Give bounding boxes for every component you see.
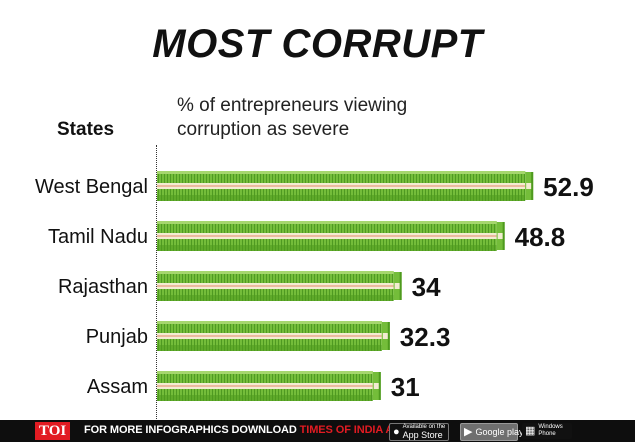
bar-highlight (157, 171, 526, 174)
bar-endcap-edge (531, 172, 534, 200)
value-label: 52.9 (543, 172, 594, 202)
footer-banner: TOI FOR MORE INFOGRAPHICS DOWNLOAD TIMES… (0, 420, 635, 442)
bar-endcap-band (497, 233, 504, 239)
category-axis-line (156, 145, 157, 425)
footer-text-brand: TIMES OF INDIA APP (299, 424, 408, 436)
bar-shadow (157, 195, 526, 201)
bar-band-line (157, 335, 382, 337)
category-label: Assam (87, 376, 148, 398)
bar-endcap-edge (378, 372, 381, 400)
windows-top-text: Windows (538, 424, 563, 430)
chart-subtitle: % of entrepreneurs viewing corruption as… (177, 95, 408, 140)
bar-endcap-band (394, 283, 401, 289)
footer-text-prefix: FOR MORE INFOGRAPHICS DOWNLOAD (84, 424, 300, 436)
bar-highlight (157, 271, 394, 274)
app-store-small-text: Available on the (402, 424, 446, 430)
play-icon: ▶ (464, 426, 473, 438)
category-label: Punjab (86, 326, 148, 348)
windows-icon: ▦ (525, 425, 536, 437)
bar-group: Punjab 32.3 (86, 321, 451, 352)
bar-group: West Bengal 52.9 (35, 171, 594, 202)
category-label: Rajasthan (58, 276, 148, 298)
bar-endcap-edge (387, 322, 390, 350)
category-header: States (57, 119, 115, 140)
app-store-text: App Store (402, 430, 443, 440)
bar-band-line (157, 185, 526, 187)
bar-band-line (157, 285, 394, 287)
value-label: 34 (412, 272, 441, 302)
bar-shadow (157, 395, 373, 401)
footer-download-text: FOR MORE INFOGRAPHICS DOWNLOAD TIMES OF … (84, 424, 408, 436)
apple-icon: ● (393, 426, 400, 438)
toi-logo[interactable]: TOI (35, 422, 71, 440)
windows-bottom-text: Phone (538, 431, 556, 437)
bar-group: Assam 31 (87, 371, 420, 402)
bar-endcap-band (382, 333, 389, 339)
bar-group: Rajasthan 34 (58, 271, 441, 302)
bar-shadow (157, 345, 382, 351)
value-label: 32.3 (400, 322, 451, 352)
bar-band-line (157, 385, 373, 387)
bar-shadow (157, 295, 394, 301)
bar-band-line (157, 235, 497, 237)
bar-shadow (157, 245, 497, 251)
bar-endcap-band (373, 383, 380, 389)
windows-phone-badge[interactable]: ▦ Windows Phone (522, 423, 572, 439)
bar-group: Tamil Nadu 48.8 (48, 221, 565, 252)
bar-highlight (157, 321, 382, 324)
bar-chart: West Bengal 52.9 Tamil Nadu 48.8 Rajasthan 34… (35, 171, 594, 402)
bar-endcap-edge (502, 222, 505, 250)
google-play-badge[interactable]: ▶ Google play (460, 423, 524, 441)
value-label: 31 (391, 372, 420, 402)
category-label: Tamil Nadu (48, 226, 148, 248)
bar-highlight (157, 371, 373, 374)
category-label: West Bengal (35, 176, 148, 198)
app-store-badge[interactable]: ● Available on the App Store (389, 423, 449, 441)
google-play-text: Google play (475, 426, 524, 437)
bar-endcap-band (526, 183, 533, 189)
bar-endcap-edge (399, 272, 402, 300)
chart-title: MOST CORRUPT (152, 22, 483, 66)
bars-layer: West Bengal 52.9 Tamil Nadu 48.8 Rajasthan 34… (35, 171, 594, 402)
value-label: 48.8 (515, 222, 566, 252)
bar-highlight (157, 221, 497, 224)
